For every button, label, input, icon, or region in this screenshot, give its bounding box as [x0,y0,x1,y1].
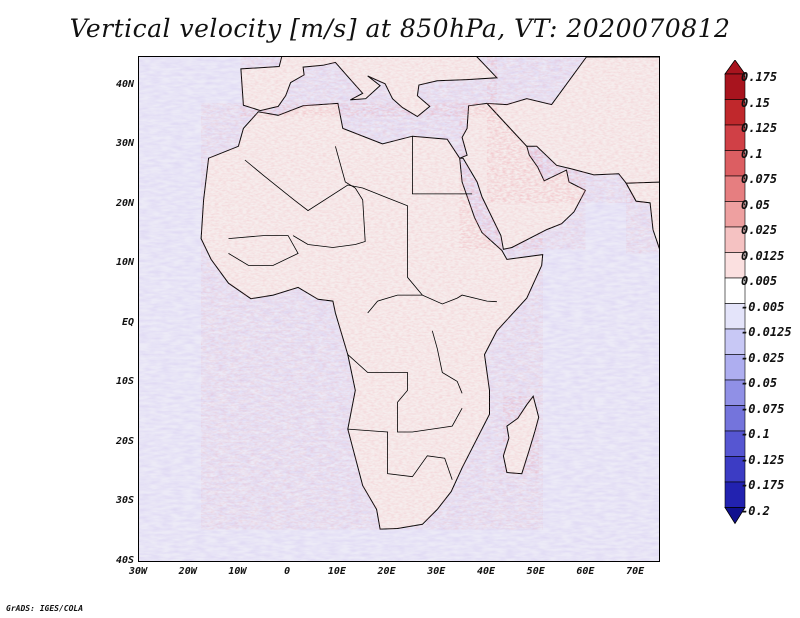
colorbar-tick-label: 0.05 [741,197,770,212]
lat-tick-label: 10N [115,257,134,269]
border-line [431,330,463,394]
landmass-texture-arabia [459,103,586,250]
credit-text: GrADS: IGES/COLA [6,604,84,613]
lon-tick-label: 20W [178,566,197,577]
colorbar-tick-label: 0.0125 [741,248,785,263]
border-line [347,428,453,480]
lon-tick-label: 10E [327,566,346,577]
lat-tick-label: 20S [115,435,134,447]
lon-tick-label: 30W [128,566,148,577]
landmass-texture-europe [240,57,497,117]
landmass-texture-iran [487,57,659,203]
colorbar-tick-label: 0.005 [741,274,778,288]
lat-tick-label: 40S [115,555,134,566]
colorbar-tick-label: -0.05 [741,376,778,390]
map-panel [138,56,660,562]
colorbar-tick-label: -0.025 [741,350,785,365]
lat-tick-label: 30S [115,495,134,507]
lon-tick-label: 40E [476,566,496,577]
colorbar-tick-label: -0.1 [741,427,770,441]
lon-tick-label: 30E [427,566,446,577]
lon-tick-label: 20E [377,566,396,577]
colorbar-tick-label: 0.075 [741,172,778,186]
colorbar [724,60,746,525]
lat-tick-label: 20N [115,197,134,209]
colorbar-tick-label: 0.175 [741,70,778,84]
colorbar-tick-label: -0.075 [741,401,785,416]
chart-title: Vertical velocity [m/s] at 850hPa, VT: 2… [69,14,731,43]
lon-tick-label: 50E [526,566,545,577]
colorbar-tick-label: -0.125 [741,452,785,467]
vertical-velocity-map [139,57,659,561]
lon-tick-label: 60E [576,566,595,577]
colorbar-tick-label: -0.175 [741,478,785,492]
lon-tick-label: 0 [284,566,291,577]
border-line [228,235,299,266]
lat-tick-label: 40N [115,78,134,90]
landmass-texture-madagascar [503,396,539,474]
landmass-texture-africa [201,103,543,530]
landmass-texture-india [626,182,659,248]
colorbar-tick-label: -0.005 [741,299,785,314]
colorbar-tick-label: 0.125 [741,121,778,135]
colorbar-tick-label: 0.15 [741,95,770,110]
border-line [244,159,423,296]
border-line [347,354,463,433]
lon-tick-label: 70E [626,566,645,577]
border-line [412,136,473,195]
lat-tick-label: 30N [115,138,134,150]
lat-tick-label: 10S [115,376,134,388]
colorbar-tick-label: -0.0125 [741,325,792,339]
colorbar-tick-label: 0.1 [741,146,763,161]
landmass-group [200,57,659,530]
colorbar-bottom-arrow [724,507,746,525]
colorbar-tick-label: -0.2 [741,503,770,518]
border-line [292,146,366,248]
border-line [367,294,497,314]
lon-tick-label: 10W [228,566,247,577]
colorbar-tick-label: 0.025 [741,223,778,237]
lat-tick-label: EQ [121,316,134,328]
